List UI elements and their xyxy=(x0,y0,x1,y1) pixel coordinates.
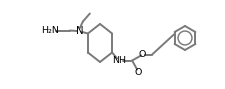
Text: O: O xyxy=(134,68,142,77)
Text: H₂N: H₂N xyxy=(41,26,59,35)
Text: O: O xyxy=(138,50,146,59)
Text: NH: NH xyxy=(112,56,126,65)
Text: N: N xyxy=(76,27,84,36)
